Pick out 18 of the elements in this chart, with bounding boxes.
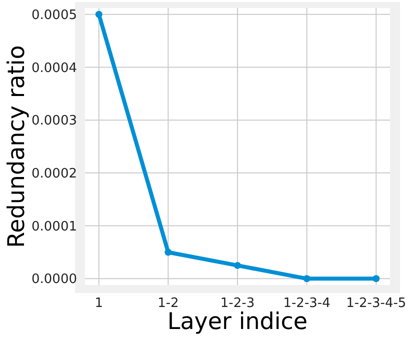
- y-tick-label: 0.0001: [32, 219, 77, 234]
- y-tick-label: 0.0005: [32, 8, 77, 23]
- x-tick-label: 1: [94, 296, 104, 311]
- point: [164, 248, 172, 256]
- point: [234, 262, 241, 269]
- y-tick-label: 0.0003: [32, 114, 77, 129]
- point: [303, 275, 310, 282]
- x-tick-label: 1-2-3-4-5: [346, 296, 406, 311]
- y-axis-title: Redundancy ratio: [4, 45, 30, 248]
- x-tick-label: 1-2-3-4: [283, 296, 330, 311]
- y-tick-label: 0.0002: [32, 166, 77, 182]
- point: [95, 10, 102, 18]
- x-tick-label: 1-2: [158, 296, 179, 311]
- y-tick-label: 0.0000: [32, 272, 77, 288]
- y-tick-label: 0.0004: [32, 60, 77, 76]
- x-axis-title: Layer indice: [167, 309, 308, 335]
- x-tick-label: 1-2-3: [220, 296, 255, 311]
- point: [372, 275, 380, 282]
